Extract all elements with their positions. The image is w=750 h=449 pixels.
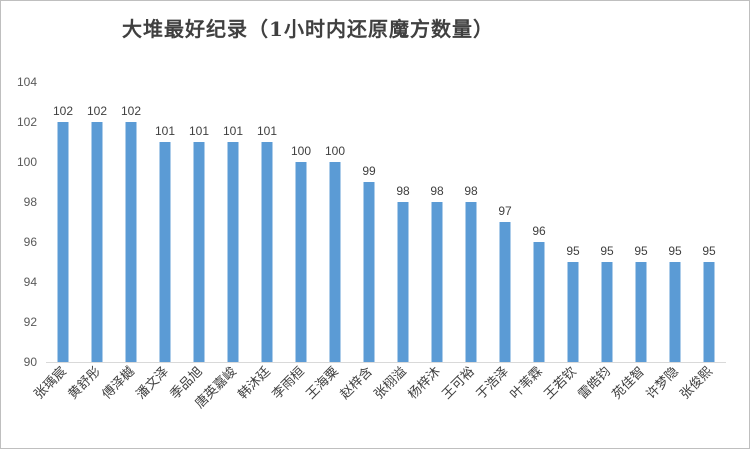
x-tick-label: 叶苇霖: [508, 364, 546, 402]
x-tick-label: 韩沐廷: [236, 364, 274, 402]
bar: [499, 222, 511, 362]
data-labels: 102 102 102 101 101 101 101 100 100 99 98 98 98 97 96 9…: [53, 104, 716, 258]
bar: [703, 262, 715, 362]
data-label: 101: [257, 124, 277, 138]
x-axis: 张瑀宸黄舒彤傅泽樾潘文泽季品旭唐英嘉峻韩沐廷李雨桓王海粟赵梓含张栩溢杨梓沐王可裕…: [31, 362, 726, 412]
x-tick-label: 许梦隐: [644, 364, 682, 402]
bar: [533, 242, 545, 362]
x-tick-label: 赵梓含: [337, 364, 376, 403]
y-tick-label: 102: [17, 115, 37, 129]
data-label: 95: [566, 244, 580, 258]
bar: [635, 262, 647, 362]
y-tick-label: 104: [17, 75, 37, 89]
data-label: 95: [600, 244, 614, 258]
bar: [567, 262, 579, 362]
x-tick-label: 于浩泽: [474, 364, 512, 402]
data-label: 102: [121, 104, 141, 118]
bar: [261, 142, 273, 362]
x-tick-label: 傅泽樾: [99, 364, 138, 403]
data-label: 96: [532, 224, 546, 238]
data-label: 100: [291, 144, 311, 158]
chart-title: 大堆最好纪录（1小时内还原魔方数量）: [122, 17, 494, 41]
y-tick-label: 92: [24, 315, 38, 329]
data-label: 99: [362, 164, 376, 178]
x-tick-label: 王可裕: [440, 364, 478, 402]
x-tick-label: 苑佳智: [610, 364, 648, 402]
data-label: 100: [325, 144, 345, 158]
bar: [57, 122, 69, 362]
bar: [91, 122, 103, 362]
y-tick-label: 90: [24, 355, 38, 369]
data-label: 98: [464, 184, 478, 198]
data-label: 95: [668, 244, 682, 258]
bar: [465, 202, 477, 362]
data-label: 102: [53, 104, 73, 118]
x-tick-label: 雷皓钧: [576, 364, 614, 402]
x-tick-label: 王若钦: [541, 364, 580, 403]
y-tick-label: 96: [24, 235, 38, 249]
data-label: 98: [430, 184, 444, 198]
y-axis: 90 92 94 96 98 100 102 104: [17, 75, 37, 369]
x-tick-label: 杨梓沐: [406, 364, 444, 402]
x-tick-label: 张栩溢: [372, 364, 410, 402]
x-tick-label: 黄舒彤: [66, 364, 104, 402]
bar: [397, 202, 409, 362]
y-tick-label: 98: [24, 195, 38, 209]
data-label: 101: [189, 124, 209, 138]
data-label: 97: [498, 204, 512, 218]
data-label: 101: [223, 124, 243, 138]
bar: [601, 262, 613, 362]
y-tick-label: 100: [17, 155, 37, 169]
bar: [363, 182, 375, 362]
data-label: 102: [87, 104, 107, 118]
bar: [329, 162, 341, 362]
bar: [669, 262, 681, 362]
bar: [431, 202, 443, 362]
x-tick-label: 王海粟: [304, 364, 342, 402]
data-label: 95: [634, 244, 648, 258]
y-tick-label: 94: [24, 275, 38, 289]
bar: [159, 142, 171, 362]
bar: [193, 142, 205, 362]
bar: [295, 162, 307, 362]
data-label: 101: [155, 124, 175, 138]
bar: [227, 142, 239, 362]
data-label: 98: [396, 184, 410, 198]
x-tick-label: 张俊熙: [678, 364, 716, 402]
bars: [57, 122, 715, 362]
data-label: 95: [702, 244, 716, 258]
x-tick-label: 潘文泽: [134, 364, 172, 402]
x-tick-label: 李雨桓: [270, 364, 308, 402]
bar: [125, 122, 137, 362]
x-tick-label: 张瑀宸: [31, 364, 70, 403]
